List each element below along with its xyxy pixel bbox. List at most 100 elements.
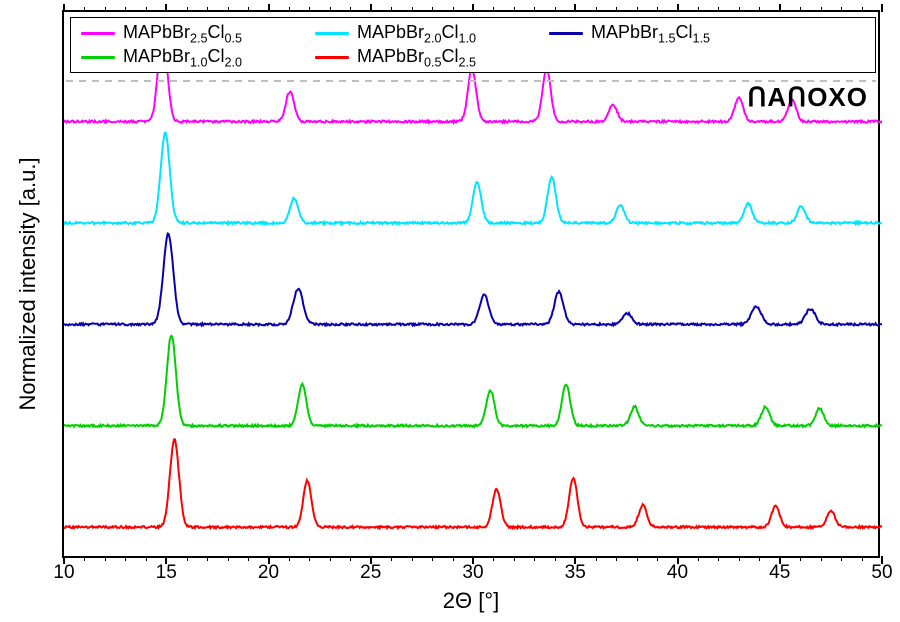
x-minor-tick-top bbox=[514, 7, 515, 12]
x-minor-tick bbox=[821, 556, 822, 561]
x-minor-tick bbox=[841, 556, 842, 561]
x-minor-tick-top bbox=[330, 7, 331, 12]
x-minor-tick-top bbox=[596, 7, 597, 12]
x-minor-tick-top bbox=[800, 7, 801, 12]
legend-label: MAPbBr1.5Cl1.5 bbox=[591, 22, 710, 46]
x-minor-tick bbox=[146, 556, 147, 561]
x-minor-tick-top bbox=[657, 7, 658, 12]
x-tick-label: 35 bbox=[565, 562, 586, 584]
x-minor-tick bbox=[228, 556, 229, 561]
x-minor-tick bbox=[698, 556, 699, 561]
legend-item: MAPbBr2.5Cl0.5 bbox=[81, 22, 291, 46]
x-minor-tick bbox=[248, 556, 249, 561]
legend-line-swatch bbox=[81, 32, 115, 35]
x-tick-top bbox=[165, 4, 167, 12]
x-tick-top bbox=[677, 4, 679, 12]
x-minor-tick-top bbox=[289, 7, 290, 12]
x-tick-label: 40 bbox=[667, 562, 688, 584]
x-minor-tick bbox=[759, 556, 760, 561]
x-minor-tick-top bbox=[821, 7, 822, 12]
legend-line-swatch bbox=[549, 32, 583, 35]
x-minor-tick bbox=[637, 556, 638, 561]
x-minor-tick bbox=[555, 556, 556, 561]
x-minor-tick-top bbox=[248, 7, 249, 12]
x-minor-tick bbox=[493, 556, 494, 561]
x-minor-tick bbox=[207, 556, 208, 561]
x-tick-label: 30 bbox=[462, 562, 483, 584]
x-minor-tick-top bbox=[146, 7, 147, 12]
legend-row: MAPbBr2.5Cl0.5 MAPbBr2.0Cl1.0 MAPbBr1.5Cl1… bbox=[81, 22, 865, 46]
x-tick-top bbox=[63, 4, 65, 12]
x-minor-tick-top bbox=[493, 7, 494, 12]
trace-s3 bbox=[64, 336, 882, 427]
x-tick-top bbox=[779, 4, 781, 12]
x-tick-top bbox=[370, 4, 372, 12]
x-minor-tick bbox=[105, 556, 106, 561]
x-minor-tick-top bbox=[739, 7, 740, 12]
x-minor-tick bbox=[616, 556, 617, 561]
x-minor-tick-top bbox=[412, 7, 413, 12]
x-tick-top bbox=[881, 4, 883, 12]
x-minor-tick-top bbox=[228, 7, 229, 12]
x-minor-tick bbox=[453, 556, 454, 561]
x-minor-tick-top bbox=[453, 7, 454, 12]
x-minor-tick bbox=[125, 556, 126, 561]
x-minor-tick-top bbox=[616, 7, 617, 12]
legend-row: MAPbBr1.0Cl2.0 MAPbBr0.5Cl2.5 bbox=[81, 46, 865, 70]
x-minor-tick-top bbox=[534, 7, 535, 12]
x-minor-tick-top bbox=[841, 7, 842, 12]
x-minor-tick-top bbox=[555, 7, 556, 12]
x-minor-tick bbox=[862, 556, 863, 561]
x-minor-tick-top bbox=[698, 7, 699, 12]
x-tick-label: 50 bbox=[871, 562, 892, 584]
x-tick-label: 45 bbox=[769, 562, 790, 584]
x-minor-tick bbox=[739, 556, 740, 561]
x-minor-tick-top bbox=[105, 7, 106, 12]
legend-label: MAPbBr0.5Cl2.5 bbox=[357, 46, 476, 70]
x-minor-tick bbox=[309, 556, 310, 561]
x-minor-tick bbox=[514, 556, 515, 561]
x-minor-tick bbox=[596, 556, 597, 561]
y-axis-label: Normalized intensity [a.u.] bbox=[15, 157, 41, 410]
x-minor-tick bbox=[350, 556, 351, 561]
x-minor-tick-top bbox=[309, 7, 310, 12]
x-minor-tick bbox=[187, 556, 188, 561]
legend-label: MAPbBr2.5Cl0.5 bbox=[123, 22, 242, 46]
x-minor-tick-top bbox=[207, 7, 208, 12]
trace-s2 bbox=[64, 234, 882, 326]
legend-label: MAPbBr1.0Cl2.0 bbox=[123, 46, 242, 70]
x-minor-tick bbox=[800, 556, 801, 561]
x-minor-tick-top bbox=[391, 7, 392, 12]
x-tick-label: 15 bbox=[156, 562, 177, 584]
x-minor-tick bbox=[330, 556, 331, 561]
x-minor-tick bbox=[718, 556, 719, 561]
legend-item: MAPbBr1.0Cl2.0 bbox=[81, 46, 291, 70]
x-minor-tick bbox=[289, 556, 290, 561]
legend-label: MAPbBr2.0Cl1.0 bbox=[357, 22, 476, 46]
x-tick-top bbox=[472, 4, 474, 12]
x-minor-tick bbox=[412, 556, 413, 561]
legend-line-swatch bbox=[315, 56, 349, 59]
x-tick-label: 25 bbox=[360, 562, 381, 584]
legend-line-swatch bbox=[315, 32, 349, 35]
trace-s4 bbox=[64, 439, 882, 528]
x-minor-tick-top bbox=[187, 7, 188, 12]
x-tick-label: 10 bbox=[53, 562, 74, 584]
x-minor-tick bbox=[432, 556, 433, 561]
x-minor-tick bbox=[391, 556, 392, 561]
x-minor-tick-top bbox=[350, 7, 351, 12]
x-minor-tick-top bbox=[432, 7, 433, 12]
legend-item: MAPbBr2.0Cl1.0 bbox=[315, 22, 525, 46]
x-minor-tick-top bbox=[637, 7, 638, 12]
x-tick-top bbox=[574, 4, 576, 12]
x-minor-tick-top bbox=[125, 7, 126, 12]
legend-line-swatch bbox=[81, 56, 115, 59]
x-minor-tick-top bbox=[718, 7, 719, 12]
x-minor-tick-top bbox=[84, 7, 85, 12]
plot-area: MAPbBr2.5Cl0.5 MAPbBr2.0Cl1.0 MAPbBr1.5Cl1… bbox=[62, 10, 880, 558]
legend: MAPbBr2.5Cl0.5 MAPbBr2.0Cl1.0 MAPbBr1.5Cl1… bbox=[70, 17, 876, 73]
legend-item: MAPbBr0.5Cl2.5 bbox=[315, 46, 525, 70]
x-tick-label: 20 bbox=[258, 562, 279, 584]
x-tick-top bbox=[268, 4, 270, 12]
legend-item: MAPbBr1.5Cl1.5 bbox=[549, 22, 759, 46]
